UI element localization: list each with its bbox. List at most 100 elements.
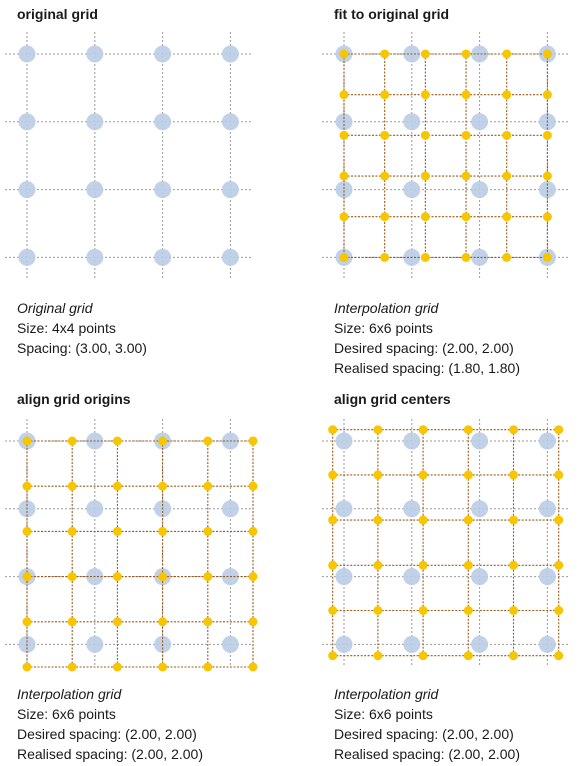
original-grid-point [471,45,489,63]
caption-title: Interpolation grid [17,686,122,702]
original-grid-point [221,181,239,199]
original-grid-lines [322,419,570,667]
panel-title: align grid centers [334,391,451,407]
original-grid-point [471,500,489,518]
interpolation-grid-point [463,651,473,661]
original-grid-point [221,113,239,131]
interpolation-grid-point [554,515,564,525]
original-grid-point [471,113,489,131]
interpolation-grid-point [339,130,349,140]
interpolation-grid-points [328,425,564,661]
interpolation-grid-point [373,606,383,615]
interpolation-grid-point [509,651,518,661]
original-grid-point [538,500,556,518]
interpolation-grid-point [380,90,390,100]
interpolation-grid-points [22,436,258,672]
original-grid-point [221,248,239,266]
caption-line-realised-spacing: Realised spacing: (2.00, 2.00) [17,746,203,762]
original-grid-points [18,45,239,266]
interpolation-grid-point [203,617,213,627]
interpolation-grid-point [542,49,552,59]
interpolation-grid-point [509,606,518,615]
interpolation-grid-point [67,617,77,627]
original-grid-point [18,181,36,199]
interpolation-grid-point [542,252,552,262]
caption-fit: Interpolation grid Size: 6x6 points Desi… [334,298,520,378]
interpolation-grid-point [158,572,168,582]
interpolation-grid-point [112,617,122,627]
original-grid-point [403,113,421,131]
caption-line-realised-spacing: Realised spacing: (2.00, 2.00) [334,746,520,762]
interpolation-grid-point [22,481,32,491]
original-grid-point [403,635,421,653]
interpolation-grid-point [542,212,552,222]
grid-diagram-origins [5,419,258,672]
original-grid-point [86,500,104,518]
interpolation-grid-point [158,526,168,536]
interpolation-grid-point [22,572,32,582]
original-grid-point [154,248,172,266]
interpolation-grid-point [248,617,258,627]
interpolation-grid-point [373,560,383,570]
interpolation-grid-point [554,470,564,480]
caption-line-size: Size: 6x6 points [334,320,433,336]
interpolation-grid-point [339,90,349,100]
interpolation-grid-point [339,252,349,262]
interpolation-grid-point [158,617,168,627]
interpolation-grid-point [112,436,122,446]
interpolation-grid-point [22,436,32,446]
interpolation-grid-point [112,481,122,491]
interpolation-grid-point [158,481,168,491]
interpolation-grid-point [461,171,471,181]
original-grid-point [403,181,421,199]
interpolation-grid-point [380,130,390,140]
interpolation-grid-point [461,90,471,100]
panel-title: align grid origins [17,391,131,407]
interpolation-grid-point [112,572,122,582]
original-grid-point [221,45,239,63]
interpolation-grid-point [502,252,512,262]
original-grid-points [335,432,556,653]
caption-title: Interpolation grid [334,300,439,316]
interpolation-grid-point [203,572,213,582]
interpolation-grid-point [418,470,428,480]
interpolation-grid-point [554,651,564,661]
interpolation-grid-point [542,90,552,100]
interpolation-grid-lines [332,429,560,657]
interpolation-grid-point [420,171,430,181]
interpolation-grid-point [463,425,473,435]
interpolation-grid-point [67,436,77,446]
grid-diagram-centers [322,419,570,667]
interpolation-grid-point [339,212,349,222]
interpolation-grid-point [112,662,122,672]
caption-title: Original grid [17,300,93,316]
caption-origins: Interpolation grid Size: 6x6 points Desi… [17,684,203,764]
interpolation-grid-point [203,526,213,536]
interpolation-grid-point [328,606,338,615]
interpolation-grid-point [502,49,512,59]
interpolation-grid-point [420,130,430,140]
original-grid-point [154,113,172,131]
interpolation-grid-point [420,90,430,100]
interpolation-grid-point [203,436,213,446]
interpolation-grid-point [420,212,430,222]
original-grid-point [86,248,104,266]
interpolation-grid-point [158,662,168,672]
interpolation-grid-point [328,515,338,525]
interpolation-grid-point [373,425,383,435]
interpolation-grid-point [502,212,512,222]
interpolation-grid-point [461,49,471,59]
interpolation-grid-point [22,662,32,672]
interpolation-grid-point [22,617,32,627]
interpolation-grid-point [542,171,552,181]
original-grid-point [221,635,239,653]
caption-line-desired-spacing: Desired spacing: (2.00, 2.00) [334,726,514,742]
interpolation-grid-point [554,606,564,615]
interpolation-grid-point [509,425,518,435]
original-grid-point [471,181,489,199]
panel-title: fit to original grid [334,6,450,22]
original-grid-point [86,45,104,63]
original-grid-point [335,432,353,450]
interpolation-grid-point [328,425,338,435]
interpolation-grid-point [67,481,77,491]
